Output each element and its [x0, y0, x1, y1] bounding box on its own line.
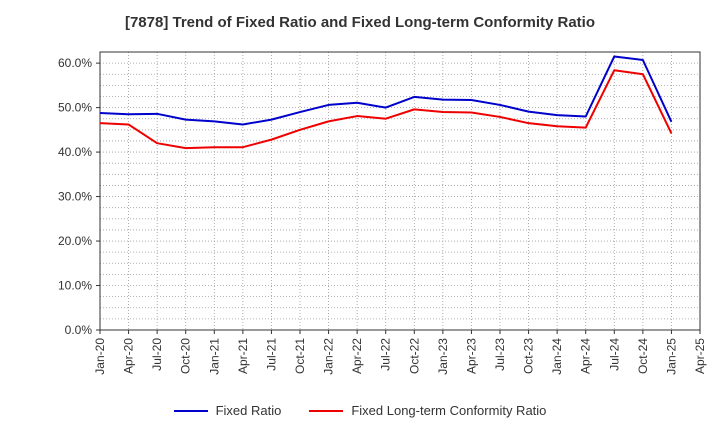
series-lines: [99, 55, 673, 150]
y-tick-label: 20.0%: [58, 234, 92, 248]
y-tick-label: 10.0%: [58, 279, 92, 293]
chart-title: [7878] Trend of Fixed Ratio and Fixed Lo…: [124, 14, 596, 31]
y-tick-label: 60.0%: [58, 56, 92, 70]
x-tick-label: Jul-20: [150, 338, 164, 371]
grid-lines: [99, 51, 701, 330]
x-tick-labels: Jan-20 Apr-20 Jul-20 Oct-20 Jan-21 Apr-21 Jul-…: [93, 338, 707, 375]
x-tick-label: Oct-24: [636, 338, 650, 374]
legend-item-conformity-ratio: Fixed Long-term Conformity Ratio: [309, 403, 546, 418]
plot-background: [100, 52, 700, 330]
axes: [96, 51, 701, 334]
plot-border: [99, 51, 701, 331]
legend-swatch-conformity-ratio: [309, 409, 344, 412]
x-tick-label: Apr-20: [122, 338, 136, 374]
x-tick-label: Apr-22: [350, 338, 364, 374]
x-tick-label: Jan-21: [207, 338, 221, 375]
x-tick-label: Oct-23: [522, 338, 536, 374]
x-tick-label: Jan-20: [93, 338, 107, 375]
x-tick-label: Jul-21: [264, 338, 278, 371]
legend-item-fixed-ratio: Fixed Ratio: [173, 403, 282, 418]
legend: Fixed Ratio Fixed Long-term Conformity R…: [0, 403, 720, 418]
x-tick-label: Jan-24: [550, 338, 564, 375]
y-tick-label: 50.0%: [58, 101, 92, 115]
x-tick-label: Jan-23: [436, 338, 450, 375]
y-tick-labels: 0.0% 10.0% 20.0% 30.0% 40.0% 50.0% 60.0%: [58, 56, 92, 337]
legend-label-fixed-ratio: Fixed Ratio: [215, 403, 282, 418]
y-tick-label: 30.0%: [58, 190, 92, 204]
x-tick-label: Apr-23: [464, 338, 478, 374]
x-tick-label: Jan-25: [664, 338, 678, 375]
x-tick-label: Jul-24: [607, 338, 621, 371]
x-tick-label: Oct-20: [179, 338, 193, 374]
x-tick-label: Apr-24: [579, 338, 593, 374]
x-tick-label: Oct-21: [293, 338, 307, 374]
x-tick-label: Oct-22: [407, 338, 421, 374]
x-tick-label: Jul-23: [493, 338, 507, 371]
legend-label-conformity-ratio: Fixed Long-term Conformity Ratio: [351, 403, 547, 418]
x-tick-label: Jul-22: [379, 338, 393, 371]
legend-swatch-fixed-ratio: [173, 409, 208, 412]
x-tick-label: Apr-25: [693, 338, 707, 374]
y-tick-label: 0.0%: [65, 323, 93, 337]
y-tick-label: 40.0%: [58, 145, 92, 159]
x-tick-label: Apr-21: [236, 338, 250, 374]
x-tick-label: Jan-22: [322, 338, 336, 375]
